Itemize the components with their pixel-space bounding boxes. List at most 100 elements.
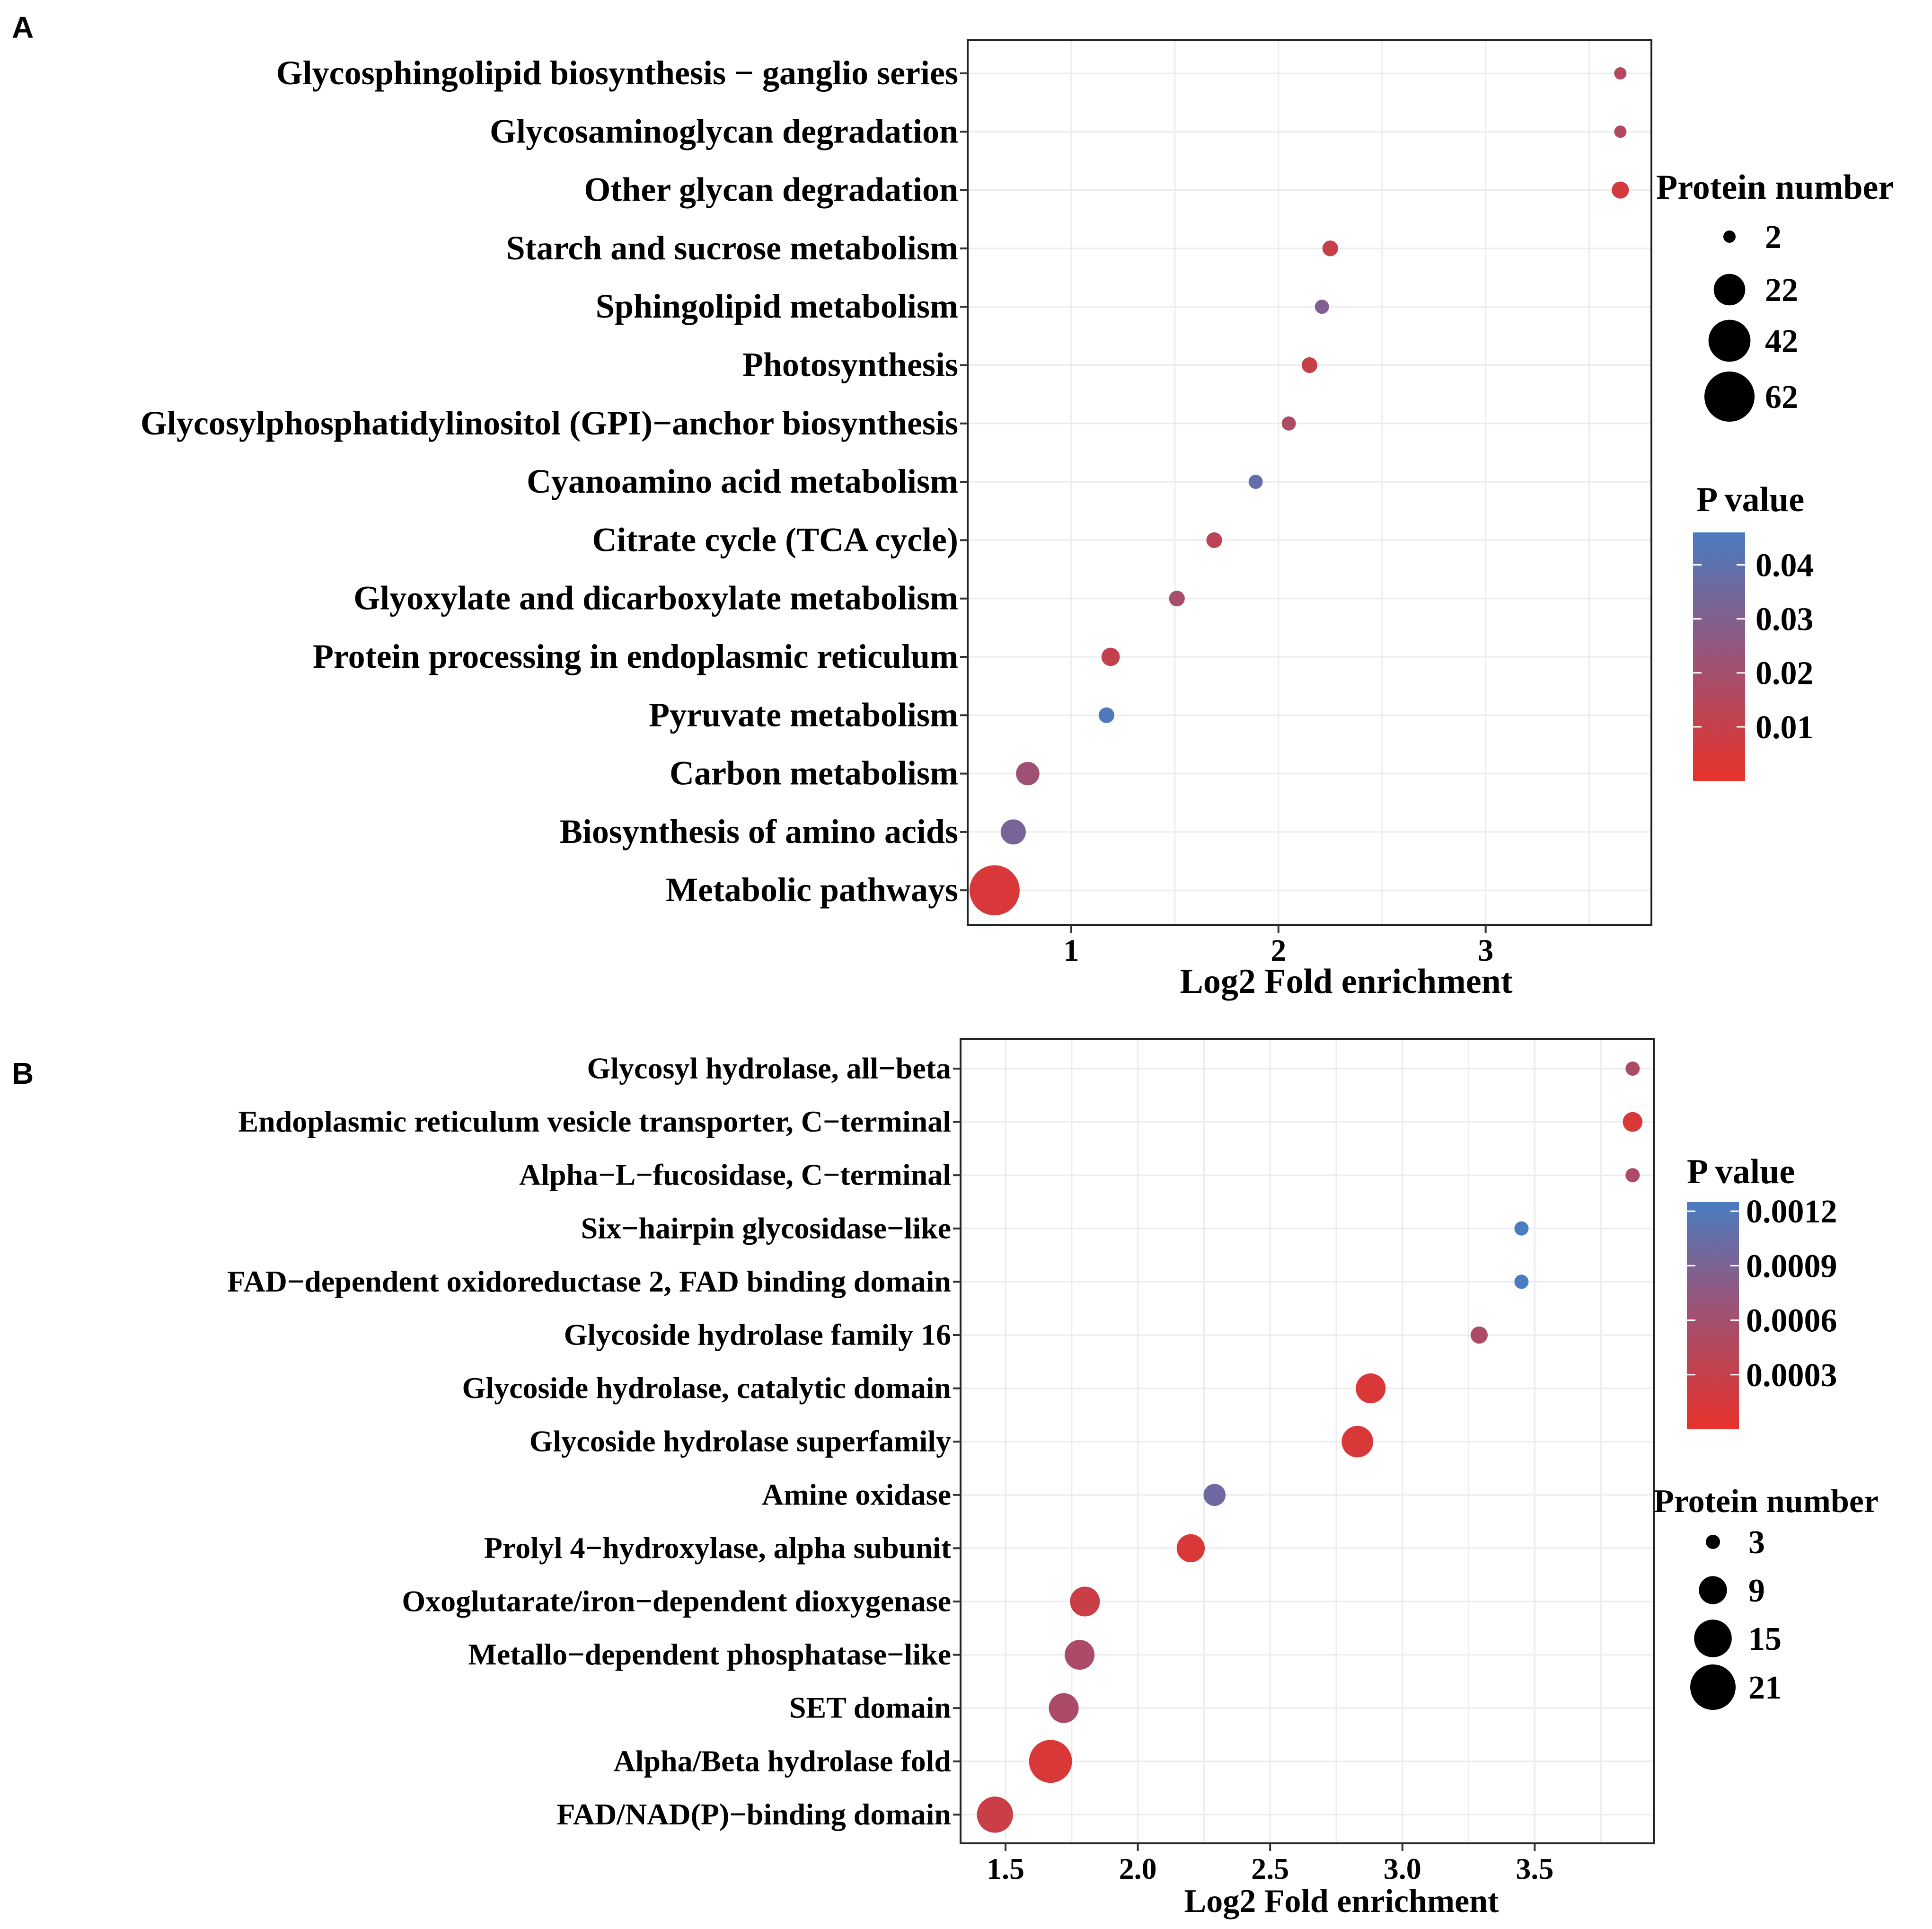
points-b	[977, 1062, 1643, 1833]
data-point	[1049, 1693, 1079, 1723]
data-point	[1470, 1326, 1488, 1344]
colorbar-label: 0.02	[1756, 655, 1814, 692]
data-point	[1625, 1168, 1640, 1183]
color-legend-title-a: P value	[1696, 480, 1804, 519]
size-legend-title-a: Protein number	[1656, 168, 1894, 207]
category-label: Sphingolipid metabolism	[596, 287, 958, 325]
category-label: Six−hairpin glycosidase−like	[581, 1211, 951, 1245]
category-label: Pyruvate metabolism	[649, 696, 958, 734]
x-ticks-b: 1.5 2.0 2.5 3.0 3.5	[987, 1843, 1553, 1885]
size-legend-label: 22	[1765, 272, 1798, 309]
size-legend-label: 15	[1748, 1621, 1782, 1657]
x-tick-label: 3	[1478, 933, 1493, 968]
data-point	[1206, 532, 1222, 549]
points-a	[969, 67, 1629, 916]
category-label: Glycosyl hydrolase, all−beta	[587, 1051, 951, 1085]
size-legend-dot	[1704, 372, 1755, 422]
colorbar-label: 0.0009	[1746, 1248, 1837, 1284]
color-legend-b: P value 0.0012 0.0009 0.0006 0.0003	[1687, 1152, 1837, 1429]
size-legend-dot	[1713, 274, 1746, 306]
category-label: Biosynthesis of amino acids	[560, 813, 958, 850]
category-label: Carbon metabolism	[670, 754, 958, 792]
colorbar-label: 0.01	[1756, 709, 1814, 746]
colorbar-label: 0.0006	[1746, 1303, 1837, 1339]
category-label: Protein processing in endoplasmic reticu…	[313, 637, 958, 675]
data-point	[1301, 357, 1318, 373]
data-point	[1029, 1740, 1072, 1783]
data-point	[1614, 67, 1627, 80]
x-tick-label: 2.5	[1251, 1852, 1289, 1885]
data-point	[1514, 1221, 1529, 1236]
data-point	[1322, 240, 1338, 257]
data-point	[1625, 1062, 1640, 1076]
size-legend-dot	[1708, 319, 1751, 362]
category-label: Glycoside hydrolase superfamily	[529, 1425, 951, 1458]
category-label: SET domain	[789, 1691, 951, 1725]
category-label: Alpha/Beta hydrolase fold	[613, 1744, 951, 1778]
size-legend-label: 9	[1748, 1573, 1765, 1609]
data-point	[1281, 416, 1296, 431]
colorbar-label: 0.0012	[1746, 1194, 1837, 1230]
data-point	[1614, 125, 1627, 138]
x-tick-label: 2	[1270, 933, 1286, 968]
category-label: Citrate cycle (TCA cycle)	[592, 521, 958, 558]
data-point	[1176, 1534, 1205, 1563]
data-point	[1203, 1484, 1226, 1506]
x-tick-label: 3.5	[1516, 1852, 1553, 1885]
x-axis-label-b: Log2 Fold enrichment	[1184, 1883, 1499, 1920]
data-point	[1000, 819, 1026, 845]
data-point	[1101, 647, 1120, 666]
data-point	[1514, 1274, 1529, 1289]
x-ticks-a: 1 2 3	[1063, 925, 1493, 968]
category-label: Glyoxylate and dicarboxylate metabolism	[353, 579, 958, 617]
size-legend-label: 21	[1748, 1670, 1782, 1706]
data-point	[1612, 181, 1629, 199]
colorbar-b	[1687, 1202, 1739, 1429]
data-point	[1248, 475, 1263, 489]
x-tick-label: 1.5	[987, 1852, 1024, 1885]
x-tick-label: 1	[1063, 933, 1079, 968]
size-legend-label: 42	[1765, 323, 1798, 360]
category-label: Glycosaminoglycan degradation	[490, 112, 958, 150]
data-point	[1169, 591, 1185, 607]
category-label: Alpha−L−fucosidase, C−terminal	[519, 1158, 951, 1192]
panel-b: Glycosyl hydrolase, all−beta Endoplasmic …	[227, 1038, 1879, 1920]
data-point	[1314, 300, 1329, 314]
data-point	[1356, 1373, 1386, 1404]
category-labels-a: Glycosphingolipid biosynthesis − ganglio…	[141, 54, 968, 909]
color-legend-a: P value 0.04 0.03 0.02 0.01	[1693, 480, 1814, 781]
colorbar-a	[1693, 532, 1745, 781]
category-label: Other glycan degradation	[584, 171, 958, 209]
x-tick-label: 2.0	[1119, 1852, 1157, 1885]
colorbar-label: 0.03	[1756, 602, 1814, 638]
plot-area-a	[968, 40, 1651, 925]
size-legend-dot	[1699, 1576, 1727, 1604]
data-point	[1623, 1112, 1643, 1132]
size-legend-dot	[1723, 230, 1736, 243]
panel-label-b: B	[12, 1056, 34, 1090]
data-point	[1341, 1425, 1374, 1458]
data-point	[1065, 1640, 1095, 1670]
size-legend-label: 3	[1748, 1524, 1765, 1561]
category-labels-b: Glycosyl hydrolase, all−beta Endoplasmic …	[227, 1051, 961, 1831]
colorbar-label: 0.04	[1756, 547, 1814, 584]
color-legend-title-b: P value	[1687, 1152, 1795, 1191]
category-label: Prolyl 4−hydroxylase, alpha subunit	[484, 1531, 952, 1565]
data-point	[977, 1796, 1013, 1833]
category-label: Metallo−dependent phosphatase−like	[468, 1637, 951, 1671]
size-legend-dot	[1694, 1619, 1732, 1657]
panel-label-a: A	[12, 10, 34, 44]
category-label: FAD/NAD(P)−binding domain	[556, 1797, 951, 1831]
colorbar-label: 0.0003	[1746, 1357, 1837, 1394]
data-point	[969, 865, 1020, 916]
x-axis-label-a: Log2 Fold enrichment	[1180, 962, 1513, 1001]
size-legend-b: Protein number 3 9 15 21	[1654, 1483, 1879, 1710]
category-label: Photosynthesis	[742, 346, 958, 384]
category-label: Glycosylphosphatidylinositol (GPI)−ancho…	[141, 404, 958, 442]
data-point	[1098, 707, 1115, 723]
category-label: Starch and sucrose metabolism	[506, 229, 958, 267]
category-label: Metabolic pathways	[666, 871, 958, 909]
category-label: Endoplasmic reticulum vesicle transporte…	[238, 1105, 951, 1138]
